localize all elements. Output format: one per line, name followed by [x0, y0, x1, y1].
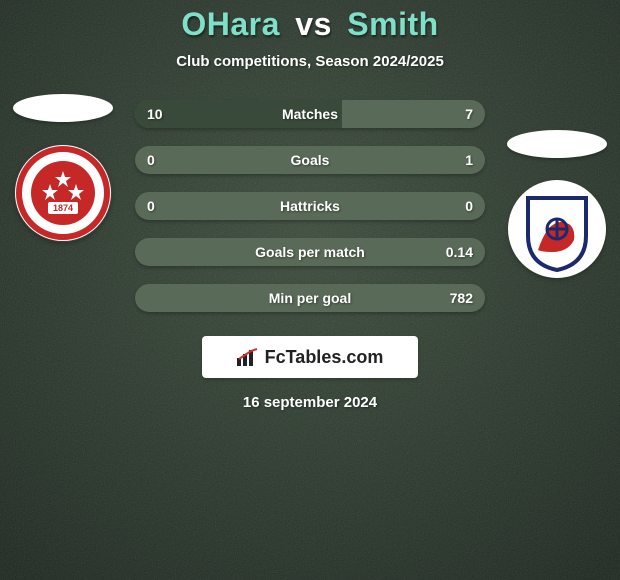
stat-label: Goals — [291, 152, 330, 168]
brand-text: FcTables.com — [237, 347, 384, 368]
stats-list: 10Matches70Goals10Hattricks0Goals per ma… — [135, 100, 485, 312]
brand-label: FcTables.com — [265, 347, 384, 368]
right-club-badge — [508, 180, 606, 278]
stat-bar: Min per goal 782 — [135, 284, 485, 312]
left-badge-svg: 1874 — [14, 144, 112, 242]
left-club-badge: 1874 — [14, 144, 112, 242]
stat-value-left: 0 — [147, 198, 155, 214]
main-row: 1874 10Matches70Goals10Hattricks0Goals p… — [0, 100, 620, 312]
stat-value-right: 0 — [465, 198, 473, 214]
comparison-card: OHara vs Smith Club competitions, Season… — [0, 0, 620, 580]
stat-value-right: 7 — [465, 106, 473, 122]
title-left: OHara — [181, 6, 280, 42]
right-badge-svg — [508, 180, 606, 278]
stat-value-left: 0 — [147, 152, 155, 168]
left-player-slot — [13, 94, 113, 122]
stat-value-right: 0.14 — [446, 244, 473, 260]
bars-icon — [237, 348, 259, 366]
stat-value-right: 782 — [450, 290, 473, 306]
right-player-col — [502, 130, 612, 278]
left-player-col: 1874 — [8, 94, 118, 242]
page-title: OHara vs Smith — [181, 6, 438, 43]
svg-text:1874: 1874 — [53, 203, 73, 213]
stat-value-right: 1 — [465, 152, 473, 168]
stat-label: Goals per match — [255, 244, 365, 260]
stat-bar: 0 Goals 1 — [135, 146, 485, 174]
stat-bar: 10 Matches 7 — [135, 100, 485, 128]
subtitle: Club competitions, Season 2024/2025 — [176, 53, 444, 70]
stat-value-left: 10 — [147, 106, 163, 122]
stat-bar: 0 Hattricks 0 — [135, 192, 485, 220]
stat-label: Min per goal — [269, 290, 351, 306]
stat-bar: Goals per match 0.14 — [135, 238, 485, 266]
title-right: Smith — [347, 6, 438, 42]
date-label: 16 september 2024 — [243, 394, 377, 411]
right-player-slot — [507, 130, 607, 158]
title-sep: vs — [295, 6, 332, 42]
brand-box[interactable]: FcTables.com — [202, 336, 418, 378]
stat-label: Matches — [282, 106, 338, 122]
stat-label: Hattricks — [280, 198, 340, 214]
